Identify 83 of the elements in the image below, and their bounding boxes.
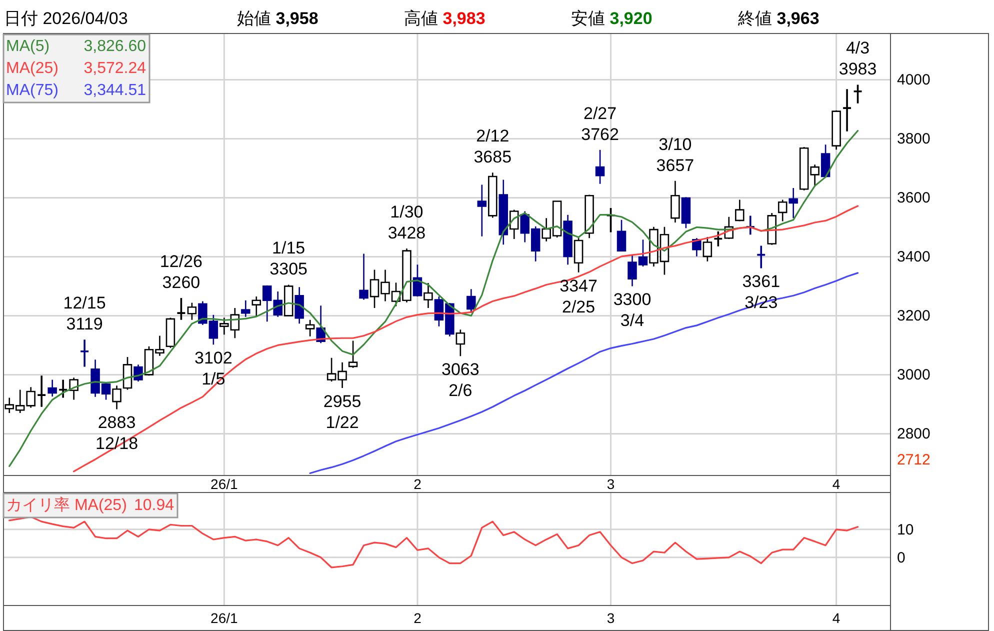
y-tick-label: 2800 xyxy=(897,425,930,442)
y-tick-label: 3000 xyxy=(897,366,930,384)
text: MA(75) 3,344.51 xyxy=(6,82,146,98)
y-tick-label: 3200 xyxy=(897,307,930,324)
x-tick-label: 4 xyxy=(832,610,840,626)
line-series xyxy=(8,516,859,568)
candlestick xyxy=(80,338,90,368)
candlestick xyxy=(305,319,315,338)
text: 安値 3,920 xyxy=(571,9,652,28)
x-tick-label: 4 xyxy=(832,476,840,492)
candlestick xyxy=(563,214,572,266)
candlestick xyxy=(681,196,691,229)
candlestick xyxy=(187,302,197,320)
x-tick-label: 26/1 xyxy=(210,610,238,626)
text: MA(5) 3,826.60 xyxy=(6,38,146,54)
chart-title: 日付 2026/04/03 xyxy=(4,9,128,28)
y-tick-label: 3400 xyxy=(897,248,930,266)
candlestick xyxy=(713,230,724,248)
candlestick xyxy=(574,237,584,273)
annotation: 3347 2/25 xyxy=(560,276,598,316)
text: 終値 3,963 xyxy=(737,9,820,28)
candlestick xyxy=(595,149,605,184)
candlestick xyxy=(359,253,368,300)
y-tick-label: 2712 xyxy=(897,451,930,468)
candlestick xyxy=(488,172,498,218)
candlestick xyxy=(294,286,304,324)
line-series xyxy=(8,130,859,467)
candlestick xyxy=(112,384,122,410)
candlestick xyxy=(852,84,863,104)
candlestick xyxy=(122,356,132,390)
candlestick xyxy=(702,236,712,262)
candlestick xyxy=(477,184,487,238)
candlestick xyxy=(424,282,433,309)
candlestick xyxy=(412,264,422,298)
annotation: 2/12 3685 xyxy=(474,126,512,167)
y-tick-label: 0 xyxy=(897,548,906,566)
candlestick xyxy=(778,199,788,222)
x-tick-label: 2 xyxy=(414,610,422,626)
annotation: 3/10 3657 xyxy=(656,134,694,175)
y-tick-label: 3600 xyxy=(897,189,930,206)
candlestick xyxy=(348,340,358,369)
x-tick-label: 3 xyxy=(606,476,615,492)
candlestick xyxy=(756,244,766,270)
y-tick-label: 10 xyxy=(897,520,914,538)
text: 始値 3,958 xyxy=(237,9,318,28)
candlestick xyxy=(176,297,186,321)
candlestick xyxy=(584,194,594,239)
candlestick xyxy=(36,374,46,408)
candlestick xyxy=(466,288,476,314)
x-tick-label: 2 xyxy=(414,476,422,492)
annotation: 1/30 3428 xyxy=(388,202,426,242)
y-tick-label: 4000 xyxy=(897,71,930,88)
candlestick xyxy=(616,219,626,252)
annotation: 12/26 3260 xyxy=(160,252,202,292)
candlestick xyxy=(832,110,841,150)
annotation: 2955 1/22 xyxy=(323,392,362,432)
candlestick xyxy=(48,379,57,398)
x-tick-label: 26/1 xyxy=(210,476,238,492)
candlestick xyxy=(456,328,466,357)
annotation: 1/15 3305 xyxy=(270,238,308,279)
text: MA(25) 3,572.24 xyxy=(6,60,146,76)
candlestick xyxy=(842,88,852,132)
text: 高値 3,983 xyxy=(404,9,486,28)
line-series xyxy=(309,272,859,474)
annotation: 12/15 3119 xyxy=(63,294,106,334)
series-label: カイリ率 MA(25) 10.94 xyxy=(6,496,174,514)
x-tick-label: 3 xyxy=(606,610,615,626)
candlestick xyxy=(788,187,798,219)
candlestick xyxy=(670,180,680,224)
candlestick xyxy=(252,296,261,318)
candlestick xyxy=(166,317,176,349)
annotation: 4/3 3983 xyxy=(838,38,877,79)
annotation: 2/27 3762 xyxy=(581,104,619,144)
candlestick xyxy=(746,214,756,236)
y-tick-label: 3800 xyxy=(897,130,930,148)
candlestick xyxy=(735,199,744,222)
candlestick xyxy=(498,179,508,246)
candlestick xyxy=(284,284,294,317)
annotation: 3063 2/6 xyxy=(442,360,480,400)
candlestick xyxy=(241,300,250,318)
annotation: 3300 3/4 xyxy=(613,290,652,330)
candlestick xyxy=(58,378,68,399)
candlestick xyxy=(820,144,830,178)
